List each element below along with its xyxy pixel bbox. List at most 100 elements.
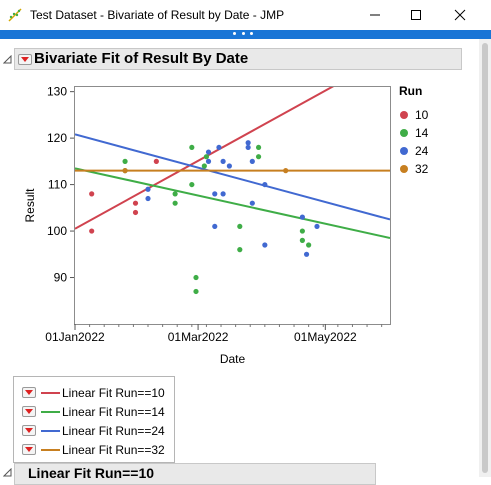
data-point-32 bbox=[283, 168, 289, 174]
data-point-24 bbox=[212, 191, 218, 197]
data-point-14 bbox=[172, 191, 178, 197]
legend-label: 32 bbox=[415, 162, 429, 176]
fit-label: Linear Fit Run==14 bbox=[62, 405, 165, 419]
data-point-14 bbox=[189, 181, 195, 188]
window-title: Test Dataset - Bivariate of Result by Da… bbox=[30, 8, 285, 22]
fit-row[interactable]: Linear Fit Run==14 bbox=[22, 403, 172, 421]
data-point-14 bbox=[255, 154, 262, 160]
data-point-24 bbox=[303, 251, 310, 257]
legend-label: 14 bbox=[415, 126, 429, 140]
x-tick-label: 01May2022 bbox=[294, 330, 357, 344]
data-point-24 bbox=[262, 181, 268, 188]
linear-fit-outline-title: Linear Fit Run==10 bbox=[28, 465, 155, 481]
legend-marker bbox=[400, 111, 408, 119]
legend-marker bbox=[400, 165, 408, 173]
minimize-button[interactable] bbox=[352, 0, 398, 30]
data-point-24 bbox=[314, 223, 320, 230]
data-point-24 bbox=[220, 158, 226, 164]
data-point-24 bbox=[262, 242, 268, 248]
data-point-24 bbox=[245, 144, 251, 151]
data-point-24 bbox=[220, 191, 226, 197]
data-point-10 bbox=[89, 228, 95, 234]
data-point-24 bbox=[245, 140, 251, 146]
legend-label: 24 bbox=[415, 144, 429, 158]
red-triangle-icon bbox=[25, 428, 33, 433]
legend-marker bbox=[400, 147, 408, 155]
scrollbar-thumb[interactable] bbox=[482, 43, 488, 473]
fit-label: Linear Fit Run==32 bbox=[62, 443, 165, 457]
fit-line-24 bbox=[75, 133, 390, 221]
fit-line-swatch bbox=[41, 449, 60, 451]
data-point-14 bbox=[237, 247, 243, 253]
data-point-14 bbox=[193, 288, 199, 295]
y-tick-label: 100 bbox=[47, 224, 67, 238]
legend-label: 10 bbox=[415, 108, 429, 122]
fit-line-swatch bbox=[41, 411, 60, 413]
y-tick-label: 90 bbox=[54, 271, 68, 285]
data-point-32 bbox=[122, 168, 128, 174]
legend-title: Run bbox=[399, 84, 423, 98]
disclosure-triangle-icon[interactable] bbox=[3, 55, 12, 64]
data-point-14 bbox=[306, 242, 312, 248]
close-icon bbox=[454, 9, 466, 21]
x-tick-label: 01Jan2022 bbox=[45, 330, 105, 344]
data-point-14 bbox=[189, 144, 195, 151]
data-point-14 bbox=[203, 154, 210, 160]
data-point-14 bbox=[255, 144, 262, 151]
close-button[interactable] bbox=[437, 0, 483, 30]
data-point-14 bbox=[193, 274, 199, 281]
maximize-button[interactable] bbox=[393, 0, 439, 30]
vertical-scrollbar[interactable] bbox=[479, 39, 491, 477]
data-point-24 bbox=[145, 195, 151, 202]
fit-menu-button[interactable] bbox=[22, 425, 36, 436]
report-content: Bivariate Fit of Result By Date 90 100 110… bbox=[0, 39, 491, 485]
data-point-14 bbox=[237, 223, 243, 230]
fit-label: Linear Fit Run==24 bbox=[62, 424, 165, 438]
disclosure-triangle-icon[interactable] bbox=[3, 468, 12, 477]
data-point-14 bbox=[299, 237, 305, 243]
fit-line-swatch bbox=[41, 392, 60, 394]
data-point-14 bbox=[172, 200, 178, 206]
outline-title: Bivariate Fit of Result By Date bbox=[34, 50, 249, 67]
red-triangle-icon bbox=[21, 57, 29, 62]
y-tick-label: 130 bbox=[47, 85, 67, 99]
red-triangle-icon bbox=[25, 409, 33, 414]
data-point-24 bbox=[249, 200, 255, 206]
fit-menu-button[interactable] bbox=[22, 406, 36, 417]
x-tick-label: 01Mar2022 bbox=[168, 330, 229, 344]
window-titlebar: Test Dataset - Bivariate of Result by Da… bbox=[0, 0, 491, 30]
fit-line-14 bbox=[75, 167, 390, 240]
outline-header-bivariate[interactable] bbox=[14, 48, 462, 70]
x-axis-title: Date bbox=[220, 352, 246, 366]
fit-line-swatch bbox=[41, 430, 60, 432]
toolbar-collapse-strip[interactable] bbox=[0, 30, 491, 39]
fit-row[interactable]: Linear Fit Run==24 bbox=[22, 422, 172, 440]
data-point-24 bbox=[205, 149, 212, 155]
y-tick-label: 110 bbox=[48, 178, 67, 192]
grip-dots-icon bbox=[233, 32, 253, 36]
data-point-14 bbox=[299, 228, 305, 234]
red-triangle-menu-button[interactable] bbox=[18, 54, 32, 65]
y-axis-title: Result bbox=[23, 188, 37, 223]
legend-marker bbox=[400, 129, 408, 137]
y-tick-label: 120 bbox=[47, 131, 67, 145]
fit-row[interactable]: Linear Fit Run==10 bbox=[22, 384, 172, 402]
minimize-icon bbox=[370, 14, 380, 16]
red-triangle-icon bbox=[25, 447, 33, 452]
data-point-14 bbox=[201, 163, 207, 169]
data-point-10 bbox=[132, 200, 139, 206]
data-point-24 bbox=[205, 158, 212, 164]
data-point-24 bbox=[216, 144, 222, 151]
fit-label: Linear Fit Run==10 bbox=[62, 386, 165, 400]
data-point-10 bbox=[132, 209, 139, 216]
data-point-10 bbox=[153, 158, 159, 164]
data-point-24 bbox=[145, 186, 151, 192]
fit-menu-button[interactable] bbox=[22, 387, 36, 398]
data-point-24 bbox=[249, 158, 255, 164]
bivariate-scatter-chart: 90 100 110 120 130 01Jan2022 01Mar2022 01May202… bbox=[23, 85, 390, 366]
fit-legend-box: Linear Fit Run==10 Linear Fit Run==14 Line… bbox=[13, 376, 175, 463]
fit-menu-button[interactable] bbox=[22, 444, 36, 455]
data-point-24 bbox=[226, 163, 232, 169]
fit-row[interactable]: Linear Fit Run==32 bbox=[22, 441, 172, 459]
data-point-10 bbox=[89, 191, 95, 197]
